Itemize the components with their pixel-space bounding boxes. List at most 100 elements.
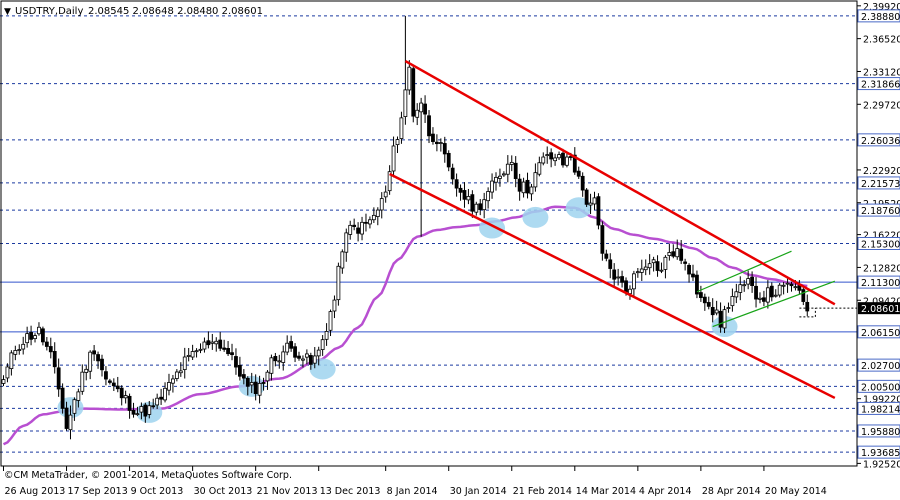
bear-candle-body [572, 154, 577, 173]
level-price-box [857, 275, 900, 289]
candle [80, 364, 85, 395]
candle [466, 188, 471, 205]
candle [41, 326, 45, 346]
bull-candle-body [419, 102, 424, 113]
bear-candle-body [470, 194, 475, 212]
candle [710, 298, 715, 323]
time-tick-label: 21 Feb 2014 [513, 486, 572, 497]
symbol-menu-icon[interactable]: ▼ [4, 7, 11, 17]
candle [777, 283, 782, 298]
candle [301, 355, 305, 368]
candle [431, 127, 435, 145]
candle [545, 146, 550, 164]
candle [738, 276, 743, 301]
candle [505, 155, 510, 183]
bull-candle-body [25, 333, 30, 344]
candle [371, 207, 376, 223]
bull-candle-body [616, 276, 621, 279]
candle [13, 345, 18, 361]
candle [308, 352, 313, 370]
candle [470, 190, 475, 218]
candle [639, 259, 644, 281]
bear-candle-body [446, 152, 451, 168]
level-price-label: 2.15300 [861, 239, 900, 250]
bear-candle-body [364, 221, 368, 224]
bear-candle-body [695, 274, 699, 295]
bull-candle-body [123, 395, 128, 399]
bear-candle-body [624, 280, 628, 293]
bull-candle-body [632, 273, 636, 290]
candle [667, 243, 672, 261]
bear-candle-body [671, 251, 676, 257]
candle [773, 289, 778, 298]
bear-candle-body [151, 405, 156, 408]
bull-candle-body [498, 175, 502, 179]
bear-candle-body [115, 385, 120, 390]
chart-header[interactable]: ▼ USDTRY,Daily 2.08545 2.08648 2.08480 2… [4, 6, 263, 17]
copyright-text: ©CM MetaTrader, © 2001-2014, MetaQuotes … [4, 470, 292, 481]
candle [521, 177, 526, 198]
bear-candle-body [805, 301, 810, 312]
bull-candle-body [368, 219, 372, 225]
bull-candle-body [722, 309, 727, 329]
bull-candle-body [387, 171, 392, 192]
candle [375, 207, 380, 226]
candle [762, 290, 766, 307]
bear-candle-body [769, 285, 774, 298]
bull-candle-body [33, 335, 37, 340]
bear-candle-body [431, 133, 435, 142]
level-price-label: 2.02700 [861, 361, 900, 372]
bull-candle-body [407, 66, 412, 91]
bull-candle-body [324, 331, 329, 340]
candle [44, 337, 49, 351]
candle [364, 213, 368, 232]
candle [29, 325, 33, 346]
candle [691, 264, 695, 281]
bull-candle-body [285, 342, 290, 353]
bear-candle-body [797, 285, 802, 291]
bear-candle-body [159, 396, 164, 400]
time-tick-label: 9 Oct 2013 [131, 486, 184, 497]
bull-candle-body [5, 366, 10, 379]
bull-candle-body [360, 221, 364, 235]
level-price-box [857, 236, 900, 250]
bear-candle-body [604, 253, 609, 259]
bull-candle-body [553, 157, 557, 162]
bear-candle-body [423, 103, 427, 115]
candle [379, 192, 384, 219]
candle [230, 343, 234, 361]
bull-candle-body [415, 109, 420, 118]
candle [84, 365, 89, 381]
green-trendline-lower [712, 280, 836, 328]
candle [163, 382, 167, 403]
candle [96, 351, 100, 369]
candle [498, 168, 502, 187]
candle [360, 216, 364, 241]
candle [687, 263, 691, 283]
time-tick-label: 17 Sep 2013 [68, 486, 128, 497]
trend-channel[interactable] [389, 59, 857, 400]
candle [356, 222, 361, 242]
candle [525, 172, 530, 199]
candle [332, 295, 337, 319]
bear-candle-body [237, 364, 242, 377]
bull-candle-body [277, 360, 282, 363]
candle [403, 15, 408, 125]
bear-candle-body [655, 261, 660, 271]
candle [517, 173, 522, 201]
candle [348, 220, 353, 240]
bear-candle-body [218, 339, 223, 349]
candle [789, 281, 794, 292]
bear-candle-body [427, 115, 431, 137]
level-price-box [857, 203, 900, 217]
bear-candle-body [462, 190, 467, 200]
candle [241, 369, 246, 385]
bear-candle-body [691, 273, 695, 278]
candle [344, 228, 349, 262]
candle [427, 110, 431, 144]
candle [245, 376, 250, 396]
candle [312, 347, 317, 369]
bear-candle-body [687, 264, 691, 275]
bear-candle-body [92, 350, 97, 355]
